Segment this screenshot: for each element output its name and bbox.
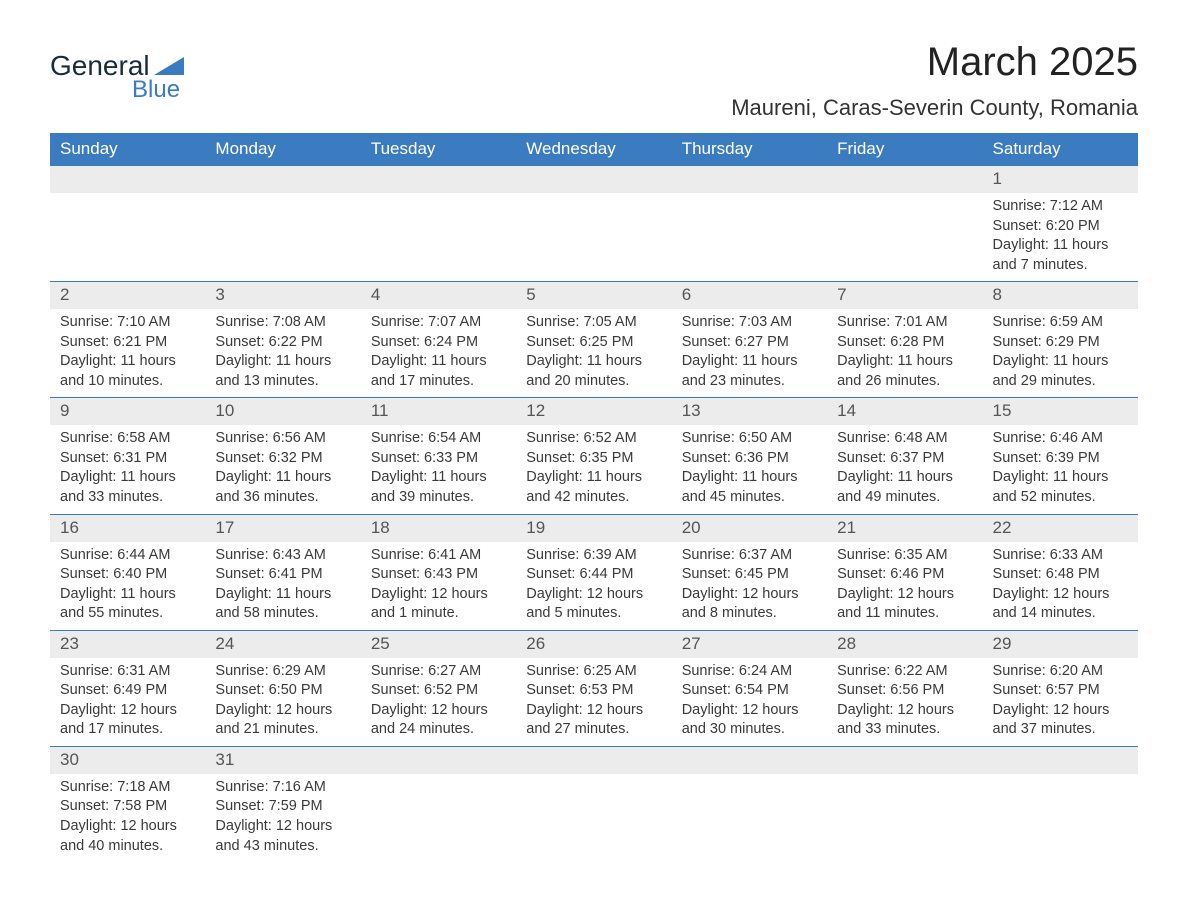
- day-number: 12: [516, 398, 671, 425]
- day-cell: Sunrise: 6:48 AMSunset: 6:37 PMDaylight:…: [827, 425, 982, 514]
- day-number: [361, 166, 516, 193]
- day-cell: Sunrise: 6:56 AMSunset: 6:32 PMDaylight:…: [205, 425, 360, 514]
- day-number: 3: [205, 282, 360, 309]
- day-number: 14: [827, 398, 982, 425]
- day-cell: [672, 193, 827, 282]
- location-subtitle: Maureni, Caras-Severin County, Romania: [731, 95, 1138, 121]
- day-cell: [516, 774, 671, 862]
- day-cell: [516, 193, 671, 282]
- brand-logo: General Blue: [50, 50, 184, 104]
- day-number: [361, 746, 516, 773]
- day-number: 17: [205, 514, 360, 541]
- day-number: 10: [205, 398, 360, 425]
- day-number: [50, 166, 205, 193]
- day-cell: Sunrise: 6:20 AMSunset: 6:57 PMDaylight:…: [983, 658, 1138, 747]
- day-cell: Sunrise: 6:22 AMSunset: 6:56 PMDaylight:…: [827, 658, 982, 747]
- day-cell: [50, 193, 205, 282]
- day-cell: Sunrise: 6:59 AMSunset: 6:29 PMDaylight:…: [983, 309, 1138, 398]
- day-number: 5: [516, 282, 671, 309]
- day-number: 2: [50, 282, 205, 309]
- day-number: 1: [983, 166, 1138, 193]
- day-cell: Sunrise: 7:03 AMSunset: 6:27 PMDaylight:…: [672, 309, 827, 398]
- day-cell: Sunrise: 6:58 AMSunset: 6:31 PMDaylight:…: [50, 425, 205, 514]
- day-number: 4: [361, 282, 516, 309]
- day-cell: Sunrise: 6:54 AMSunset: 6:33 PMDaylight:…: [361, 425, 516, 514]
- day-number: 20: [672, 514, 827, 541]
- day-cell: Sunrise: 6:24 AMSunset: 6:54 PMDaylight:…: [672, 658, 827, 747]
- day-cell: Sunrise: 7:01 AMSunset: 6:28 PMDaylight:…: [827, 309, 982, 398]
- day-number: 13: [672, 398, 827, 425]
- day-cell: Sunrise: 7:05 AMSunset: 6:25 PMDaylight:…: [516, 309, 671, 398]
- day-number: 24: [205, 630, 360, 657]
- day-number: 27: [672, 630, 827, 657]
- day-number: 26: [516, 630, 671, 657]
- weekday-header: Saturday: [983, 133, 1138, 166]
- day-number: 28: [827, 630, 982, 657]
- brand-line2: Blue: [132, 76, 180, 104]
- day-cell: Sunrise: 7:07 AMSunset: 6:24 PMDaylight:…: [361, 309, 516, 398]
- day-number: [516, 746, 671, 773]
- day-number: 29: [983, 630, 1138, 657]
- weekday-header: Thursday: [672, 133, 827, 166]
- weekday-header: Monday: [205, 133, 360, 166]
- day-cell: [827, 774, 982, 862]
- day-cell: Sunrise: 6:29 AMSunset: 6:50 PMDaylight:…: [205, 658, 360, 747]
- day-number: [827, 746, 982, 773]
- day-cell: Sunrise: 6:52 AMSunset: 6:35 PMDaylight:…: [516, 425, 671, 514]
- day-number: 21: [827, 514, 982, 541]
- day-number: 8: [983, 282, 1138, 309]
- day-cell: Sunrise: 6:50 AMSunset: 6:36 PMDaylight:…: [672, 425, 827, 514]
- day-cell: [983, 774, 1138, 862]
- weekday-header: Wednesday: [516, 133, 671, 166]
- day-number: 7: [827, 282, 982, 309]
- weekday-header: Tuesday: [361, 133, 516, 166]
- day-cell: Sunrise: 6:39 AMSunset: 6:44 PMDaylight:…: [516, 542, 671, 631]
- day-number: 25: [361, 630, 516, 657]
- day-cell: [205, 193, 360, 282]
- day-number: [827, 166, 982, 193]
- day-cell: Sunrise: 6:44 AMSunset: 6:40 PMDaylight:…: [50, 542, 205, 631]
- day-number: [516, 166, 671, 193]
- day-number: [983, 746, 1138, 773]
- day-number: 30: [50, 746, 205, 773]
- day-number: [672, 746, 827, 773]
- day-cell: Sunrise: 7:18 AMSunset: 7:58 PMDaylight:…: [50, 774, 205, 862]
- day-cell: Sunrise: 7:12 AMSunset: 6:20 PMDaylight:…: [983, 193, 1138, 282]
- day-cell: Sunrise: 6:25 AMSunset: 6:53 PMDaylight:…: [516, 658, 671, 747]
- day-number: 15: [983, 398, 1138, 425]
- day-number: [672, 166, 827, 193]
- weekday-header: Friday: [827, 133, 982, 166]
- day-cell: Sunrise: 7:16 AMSunset: 7:59 PMDaylight:…: [205, 774, 360, 862]
- day-number: [205, 166, 360, 193]
- day-cell: [672, 774, 827, 862]
- day-cell: Sunrise: 6:46 AMSunset: 6:39 PMDaylight:…: [983, 425, 1138, 514]
- day-cell: Sunrise: 6:31 AMSunset: 6:49 PMDaylight:…: [50, 658, 205, 747]
- day-cell: [361, 193, 516, 282]
- day-number: 18: [361, 514, 516, 541]
- day-cell: Sunrise: 6:37 AMSunset: 6:45 PMDaylight:…: [672, 542, 827, 631]
- day-cell: Sunrise: 6:41 AMSunset: 6:43 PMDaylight:…: [361, 542, 516, 631]
- day-cell: Sunrise: 6:35 AMSunset: 6:46 PMDaylight:…: [827, 542, 982, 631]
- day-number: 23: [50, 630, 205, 657]
- day-number: 6: [672, 282, 827, 309]
- day-number: 11: [361, 398, 516, 425]
- day-number: 19: [516, 514, 671, 541]
- day-cell: [827, 193, 982, 282]
- day-cell: Sunrise: 6:33 AMSunset: 6:48 PMDaylight:…: [983, 542, 1138, 631]
- day-number: 22: [983, 514, 1138, 541]
- day-number: 9: [50, 398, 205, 425]
- calendar-table: SundayMondayTuesdayWednesdayThursdayFrid…: [50, 133, 1138, 862]
- day-cell: Sunrise: 7:08 AMSunset: 6:22 PMDaylight:…: [205, 309, 360, 398]
- page-title: March 2025: [731, 40, 1138, 85]
- day-cell: Sunrise: 6:43 AMSunset: 6:41 PMDaylight:…: [205, 542, 360, 631]
- day-number: 31: [205, 746, 360, 773]
- day-cell: Sunrise: 7:10 AMSunset: 6:21 PMDaylight:…: [50, 309, 205, 398]
- day-cell: [361, 774, 516, 862]
- day-cell: Sunrise: 6:27 AMSunset: 6:52 PMDaylight:…: [361, 658, 516, 747]
- weekday-header: Sunday: [50, 133, 205, 166]
- day-number: 16: [50, 514, 205, 541]
